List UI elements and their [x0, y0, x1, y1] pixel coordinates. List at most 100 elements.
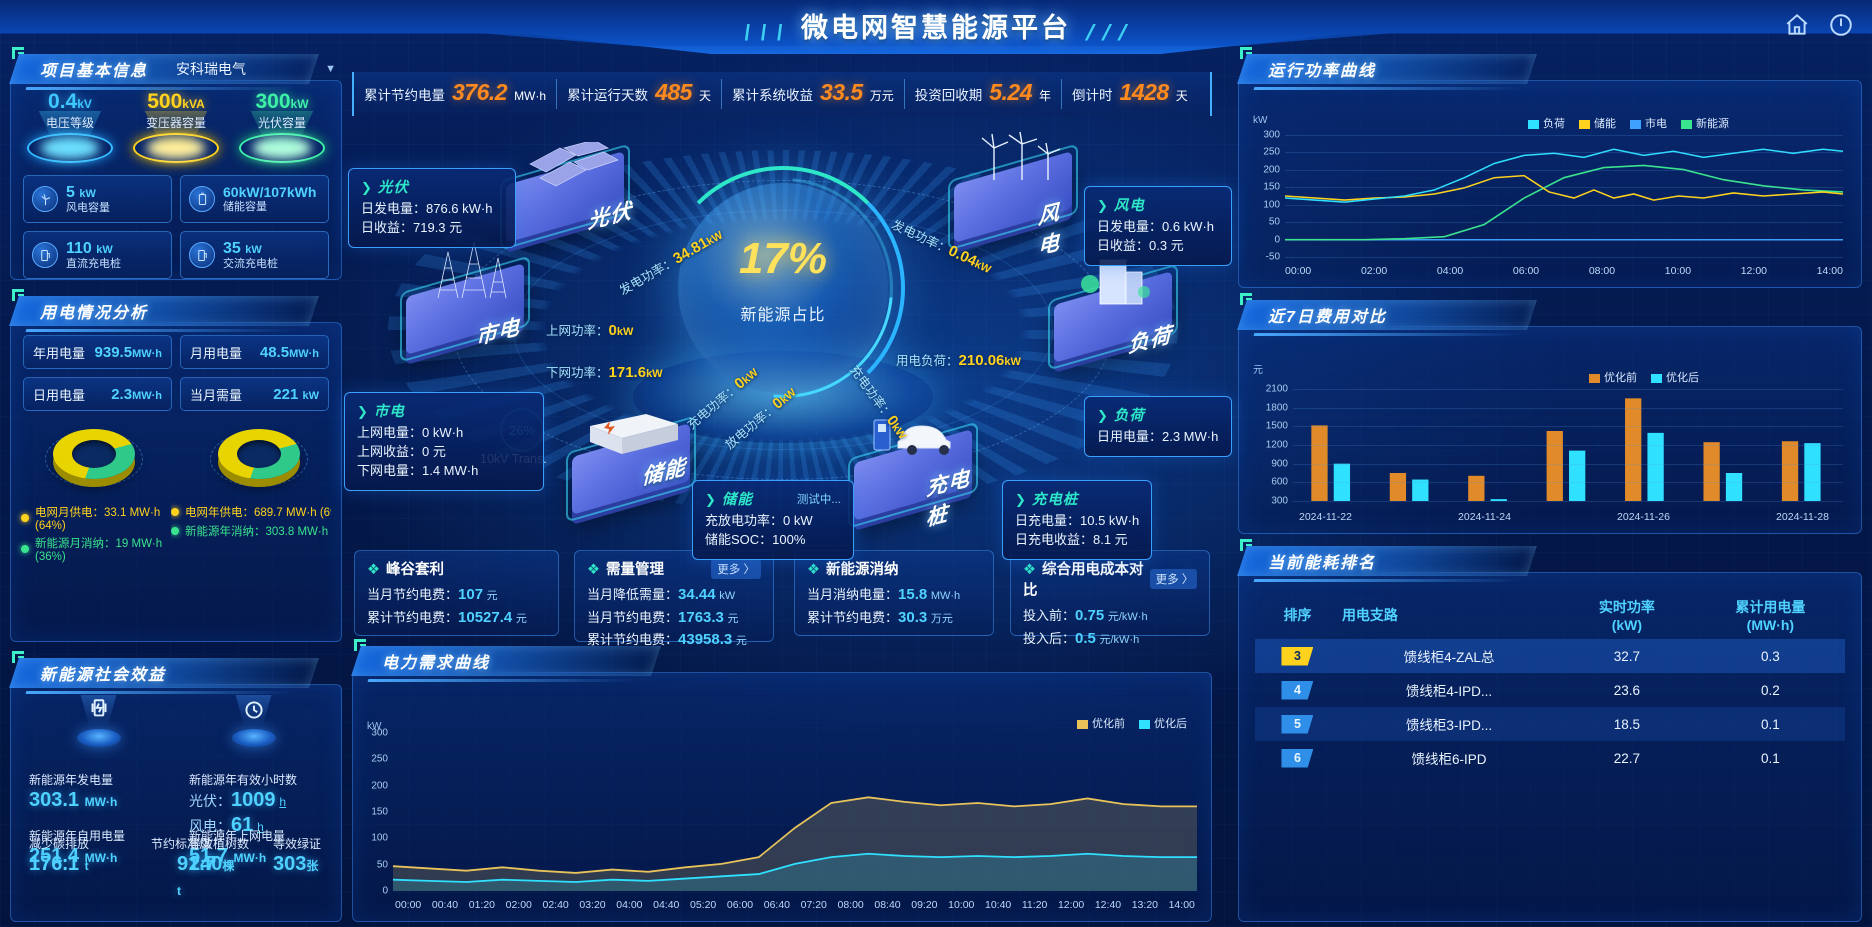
popup-load: ❯ 负荷 日用电量：2.3 MW·h — [1084, 396, 1232, 457]
panel-title-usage: 用电情况分析 — [9, 289, 319, 332]
x-axis-ticks: 2024-11-22 2024-11-24 2024-11-26 2024-11… — [1299, 511, 1829, 523]
kpi-label: 累计运行天数 — [567, 88, 649, 103]
benefit-item-certs: 等效绿证 303张 — [273, 837, 383, 877]
benefit-item-carbon: 减少碳排放 176.1 t — [29, 837, 129, 877]
kpi-value: 33.5 — [819, 79, 863, 105]
power-icon[interactable] — [1828, 12, 1854, 38]
panel-new-energy-benefit: 新能源年发电量 303.1 MW·h 新能源年有效小时数 光伏：1009 h 风… — [10, 684, 342, 922]
popup-row: 储能SOC：100% — [705, 531, 806, 547]
card-row-unit: 元 — [727, 612, 739, 625]
legend-entry: 优化后 — [1139, 715, 1187, 731]
node-storage[interactable]: 储能 — [566, 410, 698, 515]
capacity-box-storage[interactable]: 60kW/107kWh 储能容量 — [180, 175, 329, 224]
benefit-sub2-unit: h — [257, 820, 264, 834]
kpi-value: 376.2 — [452, 79, 508, 105]
realtime-power: 18.5 — [1558, 707, 1696, 741]
node-wind[interactable]: 风电 — [948, 131, 1080, 259]
benefit-unit: MW·h — [84, 851, 118, 865]
legend-entry: 新能源 — [1681, 115, 1729, 131]
card-cost-comparison: ❖ 综合用电成本对比 更多 〉 投入前：0.75 元/kW·h 投入后：0.5 元… — [1010, 550, 1210, 647]
corner-mark-icon — [1240, 293, 1254, 307]
home-icon[interactable] — [1784, 12, 1810, 38]
capacity-box-wind[interactable]: 5 kW 风电容量 — [23, 175, 172, 224]
table-row[interactable]: 4 馈线柜4-IPD... 23.6 0.2 — [1255, 673, 1845, 707]
flow-unit: kW — [616, 326, 634, 338]
legend-entry: 负荷 — [1528, 115, 1565, 131]
plot-area-cost: 2100 1800 1500 1200 900 600 300 — [1266, 384, 1843, 507]
popup-row: 下网电量：1.4 MW·h — [357, 462, 479, 478]
flow-label-text: 用电负荷： — [896, 354, 959, 368]
popup-row: 日收益：719.3 元 — [361, 219, 463, 235]
node-grid[interactable]: 市电 — [400, 241, 532, 355]
benefit-label: 等效植树数 — [189, 837, 250, 851]
panel-cost-compare: 元 优化前 优化后 2100 1800 1500 1200 900 600 30… — [1238, 326, 1862, 534]
project-selector[interactable]: 安科瑞电气 ▼ — [176, 58, 336, 80]
card-row-unit: MW·h — [930, 590, 961, 602]
kpi-unit: 万元 — [869, 89, 894, 103]
capacity-box-ac-charger[interactable]: 35 kW 交流充电桩 — [180, 231, 329, 280]
usage-donuts — [11, 423, 341, 497]
cap-unit: kV — [77, 97, 92, 111]
status-badge: 3 — [1281, 646, 1314, 666]
table-row[interactable]: 3 馈线柜4-ZAL总 32.7 0.3 — [1255, 639, 1845, 673]
flow-unit: kW — [646, 368, 663, 380]
popup-row: 日充电收益：8.1 元 — [1015, 531, 1128, 547]
popup-wind: ❯ 风电 日发电量：0.6 kW·h 日收益：0.3 元 — [1084, 186, 1232, 266]
rank-badge-cell: 6 — [1255, 741, 1340, 775]
panel-title-basic: 项目基本信息 — [9, 47, 334, 90]
capacity-highlight: 300kW 光伏容量 — [232, 90, 332, 164]
kpi-value: 5.24 — [989, 79, 1032, 105]
node-solar[interactable]: 光伏 — [500, 138, 632, 243]
legend-entry: 优化后 — [1651, 369, 1699, 385]
plot-area-power: 300 250 200 150 100 50 0 -50 — [1263, 130, 1844, 263]
legend-value: 689.7 MW·h (69%) — [254, 507, 331, 519]
benefit-value: 176.1 — [29, 853, 80, 875]
popup-storage: ❯ 储能 测试中... 充放电功率：0 kW 储能SOC：100% — [692, 480, 854, 560]
panel-title-bar: 新能源社会效益 — [9, 658, 319, 688]
benefit-unit: MW·h — [84, 795, 118, 809]
cost-bars-svg — [1311, 398, 1821, 501]
charger-icon — [32, 242, 58, 269]
card-row-unit: 元/kW·h — [1099, 633, 1140, 646]
table-row[interactable]: 5 馈线柜3-IPD... 18.5 0.1 — [1255, 707, 1845, 741]
benefit-sub1-value: 1009 — [231, 789, 276, 811]
capacity-box-dc-charger[interactable]: 110 kW 直流充电桩 — [23, 231, 172, 280]
project-selector-value: 安科瑞电气 — [176, 61, 246, 77]
core-label: 新能源占比 — [740, 307, 826, 325]
legend-entry: 市电 — [1630, 115, 1667, 131]
flow-value: 171.6 — [608, 364, 647, 381]
cap-unit: kVA — [182, 97, 205, 111]
cap-label: 光伏容量 — [257, 116, 306, 131]
card-row-value: 34.44 — [678, 586, 716, 603]
benefit-value: 240 — [189, 853, 223, 875]
benefit-value: 251.4 — [29, 845, 80, 867]
battery-bolt-icon — [71, 695, 127, 747]
core-arc-outer — [661, 166, 905, 410]
donut-yearly — [204, 423, 314, 497]
panel-title-text: 项目基本信息 — [40, 63, 149, 80]
status-badge: 4 — [1281, 680, 1314, 700]
total-energy: 0.1 — [1695, 707, 1845, 741]
corner-mark-icon — [12, 289, 26, 303]
kpi-label: 倒计时 — [1072, 88, 1113, 103]
more-button[interactable]: 更多 〉 — [1149, 569, 1197, 589]
chart-legend: 优化前 优化后 — [1077, 715, 1187, 731]
kpi-item: 累计系统收益 33.5 万元 — [722, 79, 905, 109]
card-demand-management: ❖ 需量管理 更多 〉 当月降低需量：34.44 kW 当月节约电费：1763.3… — [574, 550, 774, 648]
panel-basic-info: 0.4kV 电压等级 500kVA 变压器容量 300kW 光伏容量 5 kW … — [10, 80, 342, 280]
table-row[interactable]: 6 馈线柜6-IPD 22.7 0.1 — [1255, 741, 1845, 775]
more-button[interactable]: 更多 〉 — [711, 558, 761, 579]
popup-title: 负荷 — [1113, 408, 1145, 424]
card-row-value: 43958.3 — [678, 631, 733, 648]
node-load[interactable]: 负荷 — [1048, 258, 1180, 363]
cap-value: 300 — [255, 90, 291, 113]
cap-unit: kW — [290, 97, 309, 111]
capbox-value: 35 — [223, 239, 241, 257]
node-ev-charger[interactable]: 充电桩 — [848, 416, 980, 531]
panel-title-power: 运行功率曲线 — [1237, 47, 1537, 90]
legend-label: 新能源年消纳： — [185, 526, 266, 538]
benefit-label: 节约标准煤 — [151, 837, 212, 851]
kpi-item: 倒计时 1428 天 — [1062, 79, 1198, 109]
chevron-down-icon[interactable]: ▼ — [325, 63, 336, 75]
capbox-unit: kW — [79, 187, 96, 200]
